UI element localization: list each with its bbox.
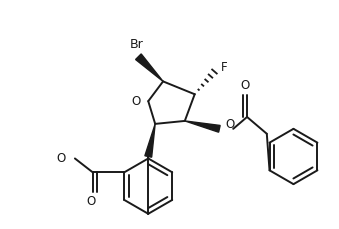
Text: O: O bbox=[132, 95, 141, 108]
Polygon shape bbox=[136, 54, 163, 81]
Text: O: O bbox=[86, 195, 95, 208]
Text: Br: Br bbox=[129, 38, 143, 51]
Text: F: F bbox=[221, 61, 228, 74]
Text: O: O bbox=[57, 152, 66, 165]
Polygon shape bbox=[145, 124, 155, 157]
Text: O: O bbox=[240, 79, 250, 92]
Text: O: O bbox=[225, 118, 235, 131]
Polygon shape bbox=[185, 121, 220, 132]
